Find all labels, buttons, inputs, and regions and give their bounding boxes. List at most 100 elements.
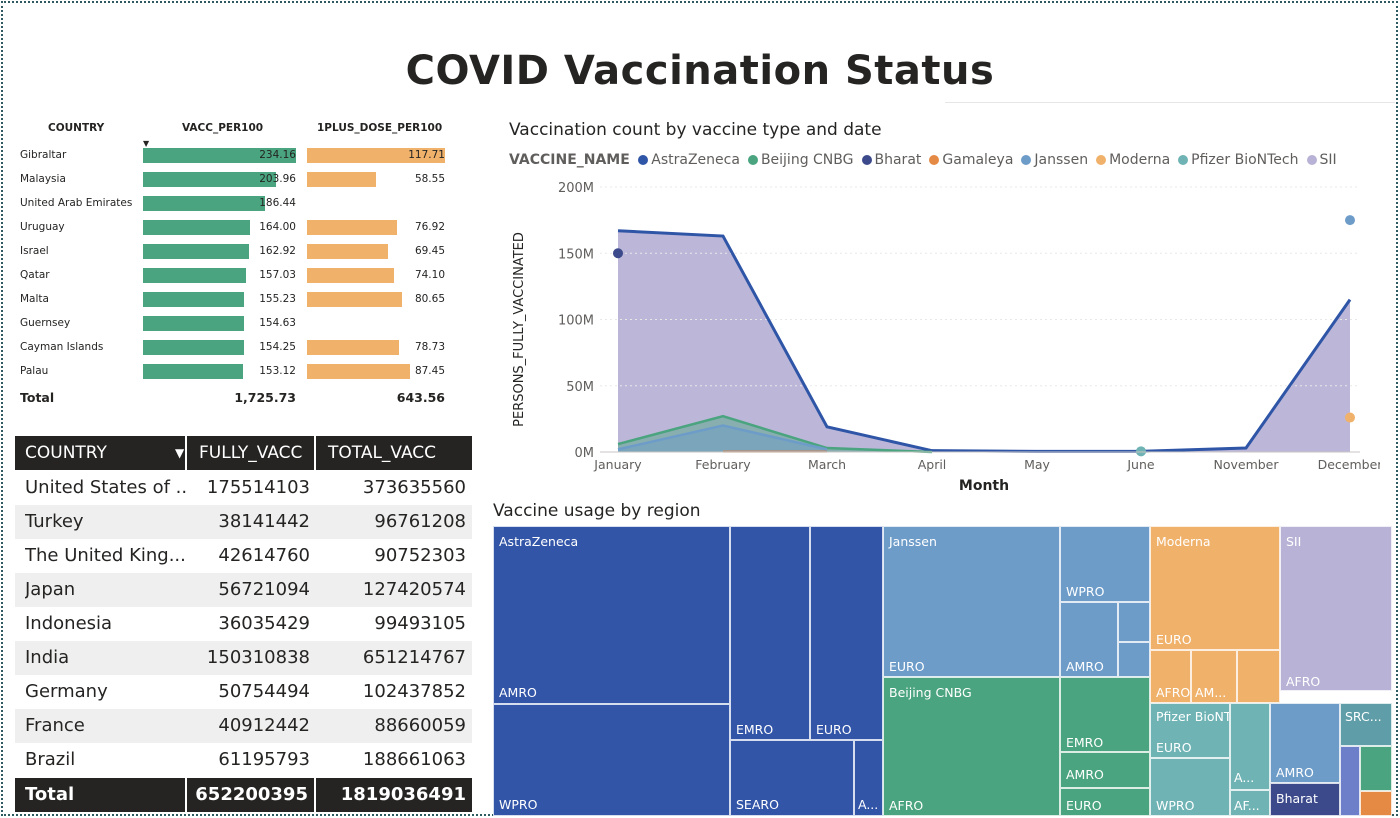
bar-table-row[interactable]: Qatar 157.03 74.10: [14, 264, 474, 288]
dose-per100-bar: [307, 244, 389, 259]
vacc-per100-value: 154.25: [259, 341, 296, 353]
table-row[interactable]: Brazil 61195793 188661063: [15, 743, 472, 777]
col-header-vacc-per100[interactable]: VACC_PER100: [182, 122, 264, 134]
treemap-tile-moderna-euro[interactable]: Moderna EURO: [1150, 526, 1280, 650]
bar-table-row[interactable]: Israel 162.92 69.45: [14, 240, 474, 264]
sort-desc-icon[interactable]: ▼: [175, 446, 185, 460]
legend-dot-icon: [1096, 155, 1107, 165]
table-row[interactable]: France 40912442 88660059: [15, 709, 472, 743]
country-cell: France: [25, 715, 85, 736]
treemap-tile-astrazeneca-euro[interactable]: EURO: [810, 526, 883, 740]
bar-table-total-vacc: 1,725.73: [234, 390, 296, 405]
treemap-tile-pfizer-wpro[interactable]: WPRO: [1150, 758, 1230, 816]
treemap-tile-janssen-euro[interactable]: Janssen EURO: [883, 526, 1060, 677]
series-point-janssen: [1345, 215, 1355, 226]
legend-item[interactable]: Gamaleya: [929, 152, 1013, 168]
treemap-tile-janssen-small-1[interactable]: [1118, 602, 1150, 642]
total-total-vacc: 1819036491: [340, 784, 466, 805]
treemap-group-label: AstraZeneca: [499, 534, 579, 549]
table-row[interactable]: United States of ... 175514103 373635560: [15, 471, 472, 505]
legend-label: Pfizer BioNTech: [1191, 152, 1299, 168]
legend-item[interactable]: AstraZeneca: [638, 152, 740, 168]
treemap-tile-pfizer-euro[interactable]: Pfizer BioNTech EURO: [1150, 703, 1230, 758]
treemap-tile-sii-afro[interactable]: SII AFRO: [1280, 526, 1392, 691]
col-header-country[interactable]: COUNTRY: [15, 436, 187, 470]
col-header-country[interactable]: COUNTRY: [48, 122, 105, 134]
table-row[interactable]: India 150310838 651214767: [15, 641, 472, 675]
legend-item[interactable]: Beijing CNBG: [747, 152, 854, 168]
treemap-tile-misc-3[interactable]: [1360, 791, 1392, 816]
treemap-region-label: A...: [1234, 770, 1255, 785]
legend-label: Gamaleya: [942, 152, 1014, 168]
dose-per100-bar: [307, 172, 376, 187]
legend-dot-icon: [1306, 155, 1317, 165]
treemap-tile-bharat[interactable]: Bharat: [1270, 783, 1340, 816]
col-header-total-vacc[interactable]: TOTAL_VACC: [328, 443, 437, 463]
legend-item[interactable]: SII: [1306, 152, 1337, 168]
table-row[interactable]: Turkey 38141442 96761208: [15, 505, 472, 539]
treemap-region-label: AMRO: [1276, 765, 1314, 780]
treemap-tile-astrazeneca-wpro[interactable]: WPRO: [493, 704, 730, 816]
treemap-tile-pfizer-other-2[interactable]: AF...: [1230, 790, 1270, 816]
country-name: Qatar: [20, 269, 50, 281]
x-tick-label: February: [695, 457, 751, 472]
treemap-tile-pfizer-other-1[interactable]: A...: [1230, 703, 1270, 790]
treemap-region-label: EMRO: [736, 722, 774, 737]
treemap-tile-moderna-other[interactable]: [1237, 650, 1280, 703]
sort-arrow-icon[interactable]: ▼: [143, 139, 150, 148]
treemap-tile-misc-1[interactable]: [1340, 746, 1360, 816]
treemap-tile-astrazeneca-amro[interactable]: AstraZeneca AMRO: [493, 526, 730, 704]
treemap-tile-janssen-wpro[interactable]: WPRO: [1060, 526, 1150, 602]
x-tick-label: May: [1024, 457, 1050, 472]
treemap-tile-beijing-emro[interactable]: EMRO: [1060, 677, 1150, 752]
treemap-tile-astrazeneca-emro[interactable]: EMRO: [730, 526, 810, 740]
table-row[interactable]: Germany 50754494 102437852: [15, 675, 472, 709]
treemap-tile-beijing-amro[interactable]: AMRO: [1060, 752, 1150, 788]
legend-item[interactable]: Bharat: [861, 152, 921, 168]
treemap-tile-janssen-small-2[interactable]: [1118, 642, 1150, 677]
col-header-1plus-dose[interactable]: 1PLUS_DOSE_PER100: [317, 122, 443, 134]
treemap-tile-astrazeneca-searo[interactable]: SEARO: [730, 740, 854, 816]
treemap-tile-src[interactable]: SRC...: [1340, 703, 1392, 746]
bar-table-total-label: Total: [20, 390, 55, 405]
legend-item[interactable]: Moderna: [1096, 152, 1170, 168]
fully-vacc-cell: 56721094: [218, 579, 310, 600]
x-tick-label: November: [1213, 457, 1279, 472]
treemap-tile-janssen-amro[interactable]: AMRO: [1060, 602, 1118, 677]
bar-table-row[interactable]: Guernsey 154.63: [14, 312, 474, 336]
treemap-tile-misc-2[interactable]: [1360, 746, 1392, 791]
dose-per100-bar: [307, 268, 394, 283]
bar-table-row[interactable]: Gibraltar 234.16 117.71: [14, 144, 474, 168]
treemap-group-label: Beijing CNBG: [889, 685, 972, 700]
vacc-per100-bar: [143, 172, 277, 187]
bar-table-row[interactable]: Cayman Islands 154.25 78.73: [14, 336, 474, 360]
treemap-group-label: SRC...: [1345, 709, 1382, 724]
legend-dot-icon: [747, 155, 758, 165]
col-header-fully-vacc[interactable]: FULLY_VACC: [189, 436, 316, 470]
bar-table-row[interactable]: Malaysia 203.96 58.55: [14, 168, 474, 192]
bar-table-row[interactable]: Palau 153.12 87.45: [14, 360, 474, 384]
bar-table-row[interactable]: Uruguay 164.00 76.92: [14, 216, 474, 240]
vacc-per100-value: 157.03: [259, 269, 296, 281]
treemap-region-label: AMRO: [499, 685, 537, 700]
legend-item[interactable]: Janssen: [1021, 152, 1088, 168]
legend-dot-icon: [638, 155, 649, 165]
legend-item[interactable]: Pfizer BioNTech: [1178, 152, 1299, 168]
treemap-tile-janssen-amro-2[interactable]: AMRO: [1270, 703, 1340, 783]
bar-table-row[interactable]: United Arab Emirates 186.44: [14, 192, 474, 216]
treemap-region-label: EURO: [1156, 632, 1192, 647]
table-row[interactable]: Japan 56721094 127420574: [15, 573, 472, 607]
treemap-tile-moderna-afro[interactable]: AFRO: [1150, 650, 1191, 703]
vaccination-per100-table: COUNTRY ▼ VACC_PER100 1PLUS_DOSE_PER100 …: [14, 112, 474, 412]
legend-dot-icon: [929, 155, 940, 165]
treemap-tile-moderna-amro[interactable]: AM...: [1191, 650, 1237, 703]
table-row[interactable]: Indonesia 36035429 99493105: [15, 607, 472, 641]
vacc-per100-bar: [143, 364, 244, 379]
table-row[interactable]: The United King... 42614760 90752303: [15, 539, 472, 573]
treemap-tile-astrazeneca-other[interactable]: A...: [854, 740, 883, 816]
treemap-tile-beijing-afro[interactable]: Beijing CNBG AFRO: [883, 677, 1060, 816]
treemap-tile-beijing-euro[interactable]: EURO: [1060, 788, 1150, 816]
bar-table-row[interactable]: Malta 155.23 80.65: [14, 288, 474, 312]
dose-per100-value: 117.71: [408, 149, 445, 161]
treemap-region-label: WPRO: [1066, 584, 1105, 599]
